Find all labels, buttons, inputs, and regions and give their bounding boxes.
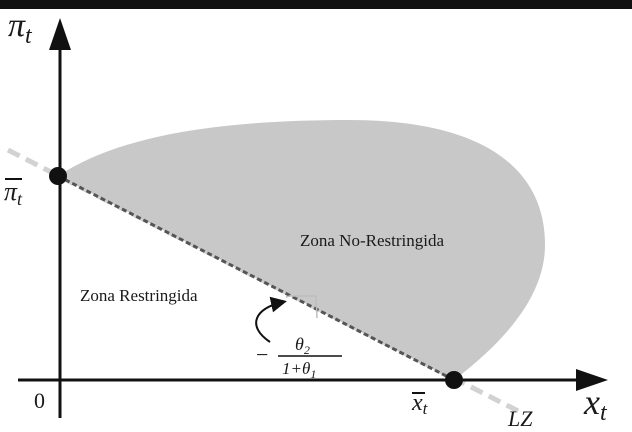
y-axis-arrow-icon — [49, 18, 71, 50]
lz-boundary-line — [57, 174, 455, 382]
pi-bar-label: πt — [4, 177, 23, 209]
slope-sign: − — [256, 342, 268, 367]
unrestricted-zone-label: Zona No-Restringida — [300, 231, 444, 250]
x-axis-label: xt — [583, 382, 608, 426]
origin-label: 0 — [34, 388, 45, 413]
y-axis-label: πt — [8, 7, 33, 49]
slope-denominator: 1+θ1 — [282, 359, 316, 381]
pi-bar-point — [49, 167, 67, 185]
right-angle-marker — [285, 295, 318, 319]
unrestricted-region — [58, 120, 545, 380]
x-bar-point — [445, 371, 463, 389]
slope-numerator: θ2 — [295, 334, 310, 357]
slope-curved-arrow — [255, 296, 287, 343]
top-border-bar — [0, 0, 632, 9]
lz-line-label: LZ — [507, 406, 533, 431]
x-bar-label: xt — [411, 390, 429, 418]
restricted-zone-label: Zona Restringida — [80, 286, 198, 305]
x-axis-arrow-icon — [576, 369, 608, 391]
